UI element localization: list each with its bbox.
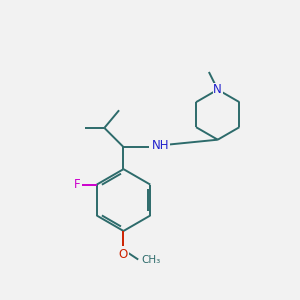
Text: CH₃: CH₃ bbox=[141, 255, 160, 266]
Text: N: N bbox=[213, 83, 222, 96]
Text: F: F bbox=[74, 178, 80, 191]
Text: O: O bbox=[119, 248, 128, 261]
Text: NH: NH bbox=[152, 139, 170, 152]
